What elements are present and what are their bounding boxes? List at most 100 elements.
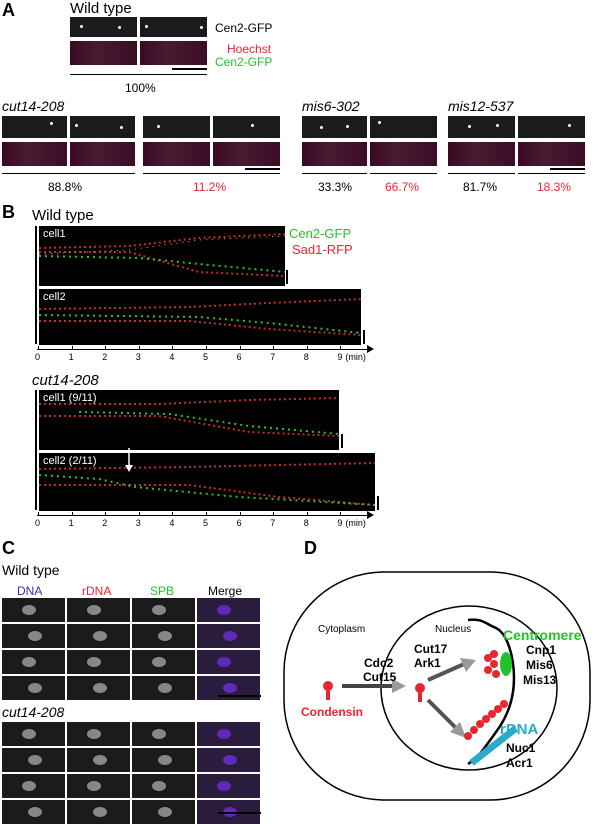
- nucleus-blob: [22, 605, 36, 615]
- label-cnp1: Cnp1: [526, 643, 556, 657]
- micrograph-tile: [67, 722, 130, 746]
- micrograph-tile: [67, 748, 130, 772]
- mis6-title: mis6-302: [302, 98, 360, 114]
- micrograph-tile: [2, 800, 65, 824]
- time-tick-label: 8: [303, 518, 309, 528]
- cut14-tile-merge-2: [70, 142, 135, 166]
- wt-kymo-axis-line: [35, 226, 37, 344]
- group-line-mis6-2: [370, 173, 437, 174]
- time-tick-label: 9: [337, 518, 343, 528]
- wt-tile-merge-1: [70, 41, 137, 65]
- time-tick-mark: [340, 512, 342, 516]
- nucleus-blob: [22, 781, 36, 791]
- panel-b-wild-type-title: Wild type: [32, 207, 94, 224]
- mis12-tile-merge-1: [448, 142, 515, 166]
- micrograph-tile: [197, 598, 260, 622]
- nucleus-blob: [158, 683, 172, 693]
- micrograph-tile: [197, 722, 260, 746]
- nucleus-blob: [217, 605, 231, 615]
- nucleus-blob: [28, 631, 42, 641]
- micrograph-tile: [197, 624, 260, 648]
- cut14-tile-merge-3: [143, 142, 210, 166]
- micrograph-tile: [132, 774, 195, 798]
- nucleus-blob: [93, 631, 107, 641]
- wt-kymo-cell1-tracks: [39, 233, 285, 277]
- nucleus-blob: [87, 729, 101, 739]
- label-cut15: Cut15: [363, 670, 397, 684]
- arrow-to-rdna: [426, 698, 460, 732]
- time-tick-label: 2: [102, 518, 108, 528]
- group-line-mis6-1: [302, 173, 367, 174]
- time-tick-label: 5: [203, 518, 209, 528]
- wt-tile-merge-2: [140, 41, 207, 65]
- time-tick-mark: [306, 346, 308, 350]
- micrograph-tile: [132, 624, 195, 648]
- time-tick-label: 4: [169, 352, 175, 362]
- mis6-tile-merge-1: [302, 142, 367, 166]
- micrograph-tile: [67, 624, 130, 648]
- mis12-tile-gfp-1: [448, 116, 515, 138]
- micrograph-tile: [197, 774, 260, 798]
- condensin-cluster-rdna: [464, 700, 508, 740]
- cut-cell1-label: cell1 (9/11): [43, 392, 97, 404]
- chromosome-line: [467, 618, 516, 766]
- cell-diagram: [283, 571, 591, 801]
- label-cdc2: Cdc2: [364, 656, 394, 670]
- time-tick-label: 7: [270, 518, 276, 528]
- nucleus-blob: [223, 683, 237, 693]
- micrograph-tile: [2, 598, 65, 622]
- time-unit-label: (min): [345, 518, 366, 528]
- wt-tile-gfp-2: [140, 17, 207, 37]
- micrograph-tile: [2, 676, 65, 700]
- time-tick-label: 0: [35, 352, 41, 362]
- label-centromere: Centromere: [503, 627, 582, 643]
- nucleus-blob: [87, 605, 101, 615]
- scale-bar-c-wt: [218, 695, 261, 697]
- time-tick-label: 1: [68, 518, 74, 528]
- micrograph-tile: [132, 748, 195, 772]
- cut14-tile-gfp-2: [70, 116, 135, 138]
- arrow-head-icon: [392, 679, 406, 693]
- wt-tile-gfp-1: [70, 17, 137, 37]
- label-acr1: Acr1: [506, 756, 533, 770]
- mis6-tile-gfp-2: [370, 116, 437, 138]
- cut14-pct-1: 88.8%: [48, 180, 83, 194]
- col-header-dna: DNA: [17, 584, 43, 598]
- time-tick-mark: [306, 512, 308, 516]
- label-cen2-gfp-merge: Cen2-GFP: [215, 55, 273, 69]
- mis6-tile-merge-2: [370, 142, 437, 166]
- nucleus-blob: [217, 781, 231, 791]
- time-tick-mark: [71, 346, 73, 350]
- condensin-icon: [323, 681, 333, 700]
- nucleus-blob: [158, 631, 172, 641]
- panel-c-label: C: [2, 538, 15, 558]
- micrograph-tile: [67, 800, 130, 824]
- nucleus-blob: [217, 729, 231, 739]
- nucleus-blob: [152, 729, 166, 739]
- time-tick-mark: [172, 346, 174, 350]
- wt-cell1-scale: [286, 270, 288, 284]
- time-tick-label: 7: [270, 352, 276, 362]
- panel-d-label: D: [304, 538, 317, 558]
- condensin-icon-nucleus: [415, 683, 425, 702]
- nucleus-blob: [22, 729, 36, 739]
- group-line-mis12-2: [518, 173, 585, 174]
- cut-cell1-scale: [341, 434, 343, 448]
- micrograph-tile: [132, 650, 195, 674]
- time-tick-mark: [138, 346, 140, 350]
- wt-kymograph-cell1: [39, 226, 285, 286]
- micrograph-tile: [197, 650, 260, 674]
- wt-time-axis: [37, 349, 372, 350]
- panel-a-label: A: [2, 0, 15, 20]
- label-nucleus: Nucleus: [435, 624, 472, 635]
- mis12-tile-gfp-2: [518, 116, 585, 138]
- nucleus-blob: [93, 807, 107, 817]
- scale-bar-cut14: [245, 168, 280, 170]
- cut14-pct-2: 11.2%: [193, 180, 227, 194]
- nucleus-blob: [152, 781, 166, 791]
- time-tick-mark: [38, 346, 39, 350]
- micrograph-tile: [197, 748, 260, 772]
- time-tick-mark: [273, 512, 275, 516]
- time-tick-label: 3: [135, 518, 141, 528]
- label-condensin: Condensin: [301, 705, 363, 719]
